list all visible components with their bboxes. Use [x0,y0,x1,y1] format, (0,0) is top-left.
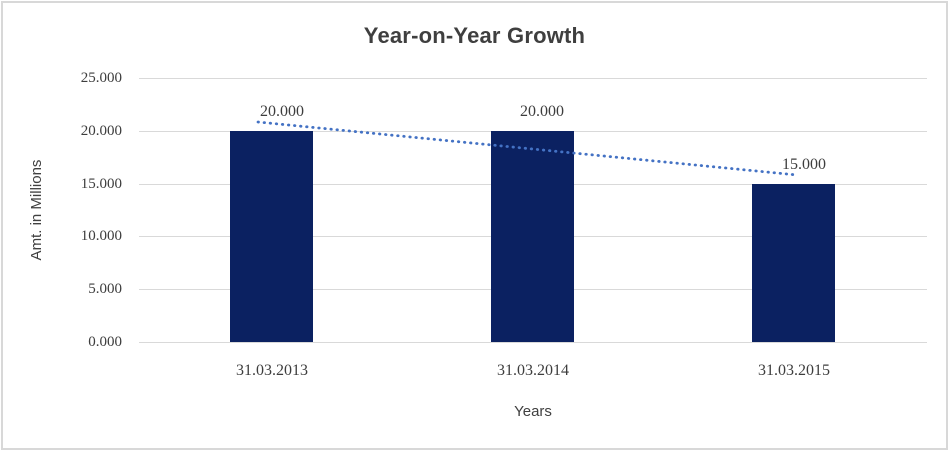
data-label-2015: 15.000 [782,155,826,173]
y-tick-label: 5.000 [88,281,122,297]
data-label-2014: 20.000 [520,102,564,120]
y-tick-label: 15.000 [80,176,122,192]
x-category-label: 31.03.2013 [236,362,308,379]
data-label-2013: 20.000 [260,102,304,120]
x-category-label: 31.03.2014 [497,362,569,379]
gridline-25000 [139,78,927,79]
bar-2014 [491,130,574,342]
axis-baseline [139,342,927,343]
x-category-label: 31.03.2015 [758,362,830,379]
x-axis-title: Years [514,403,552,420]
y-tick-label: 10.000 [80,228,122,244]
y-tick-label: 20.000 [80,123,122,139]
y-tick-label: 25.000 [80,70,122,86]
chart-title: Year-on-Year Growth [363,23,586,48]
y-tick-label: 0.000 [88,334,122,350]
bar-2015 [752,183,835,342]
bar-2013 [230,130,313,342]
y-axis-title: Amt. in Millions [28,159,45,261]
